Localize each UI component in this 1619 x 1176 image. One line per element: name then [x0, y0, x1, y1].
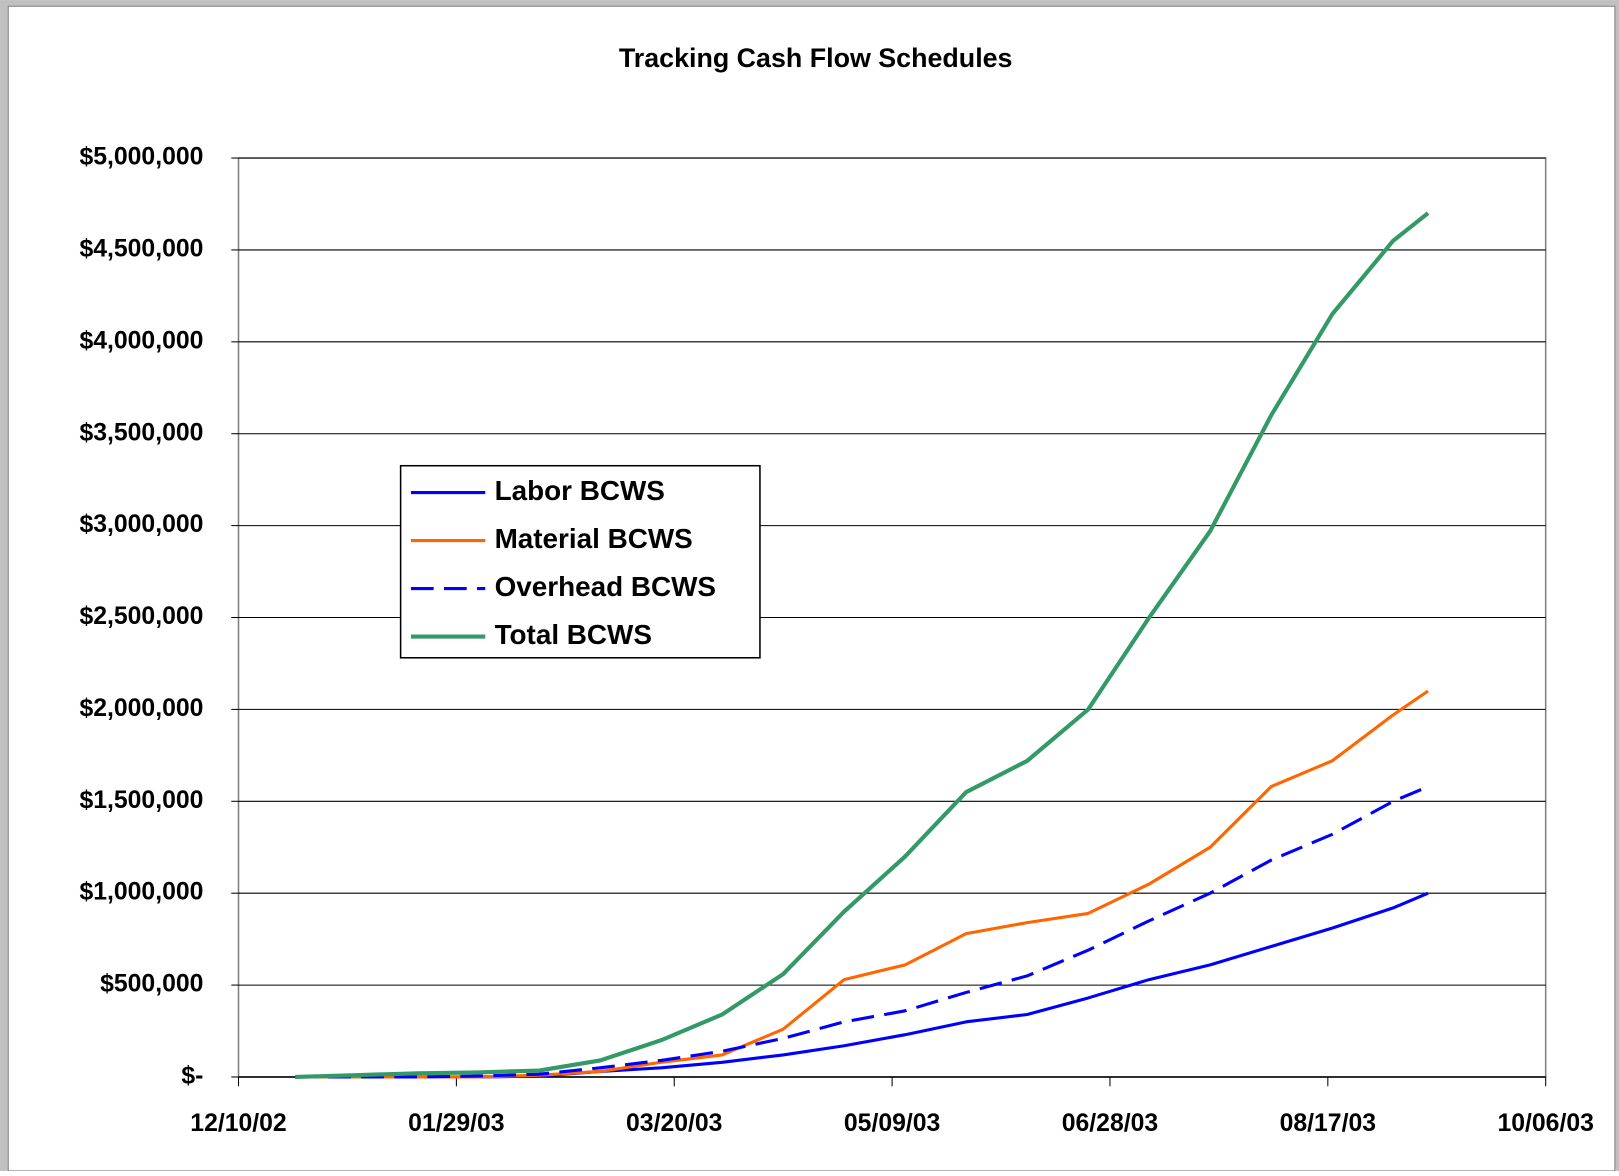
chart-title: Tracking Cash Flow Schedules — [619, 43, 1013, 73]
x-tick-label: 12/10/02 — [190, 1110, 286, 1137]
series-line — [295, 211, 1430, 1080]
y-tick-label: $3,000,000 — [79, 511, 203, 538]
y-tick-label: $2,000,000 — [79, 695, 203, 722]
legend-label: Material BCWS — [495, 523, 693, 554]
y-tick-label: $2,500,000 — [79, 603, 203, 630]
legend-box — [399, 464, 761, 659]
y-tick-label: $1,500,000 — [79, 787, 203, 814]
x-tick-label: 03/20/03 — [626, 1110, 722, 1137]
y-tick-label: $4,500,000 — [79, 235, 203, 262]
y-tick-label: $5,000,000 — [79, 144, 203, 171]
x-tick-label: 05/09/03 — [844, 1110, 940, 1137]
x-tick-label: 08/17/03 — [1280, 1110, 1376, 1137]
legend-label: Overhead BCWS — [495, 571, 716, 602]
legend: Labor BCWS Material BCWS Overhead BCWS Tota… — [399, 464, 761, 659]
x-tick-label: 01/29/03 — [408, 1110, 504, 1137]
y-tick-label: $500,000 — [100, 971, 203, 998]
y-tick-label: $3,500,000 — [79, 419, 203, 446]
y-tick-label: $- — [181, 1063, 203, 1090]
series-line — [295, 785, 1429, 1079]
x-tick-label: 06/28/03 — [1062, 1110, 1158, 1137]
legend-label: Labor BCWS — [495, 475, 665, 506]
legend-label: Total BCWS — [495, 619, 652, 650]
series-line — [295, 689, 1429, 1079]
x-tick-label: 10/06/03 — [1497, 1110, 1593, 1137]
y-tick-label: $4,000,000 — [79, 327, 203, 354]
y-tick-label: $1,000,000 — [79, 879, 203, 906]
